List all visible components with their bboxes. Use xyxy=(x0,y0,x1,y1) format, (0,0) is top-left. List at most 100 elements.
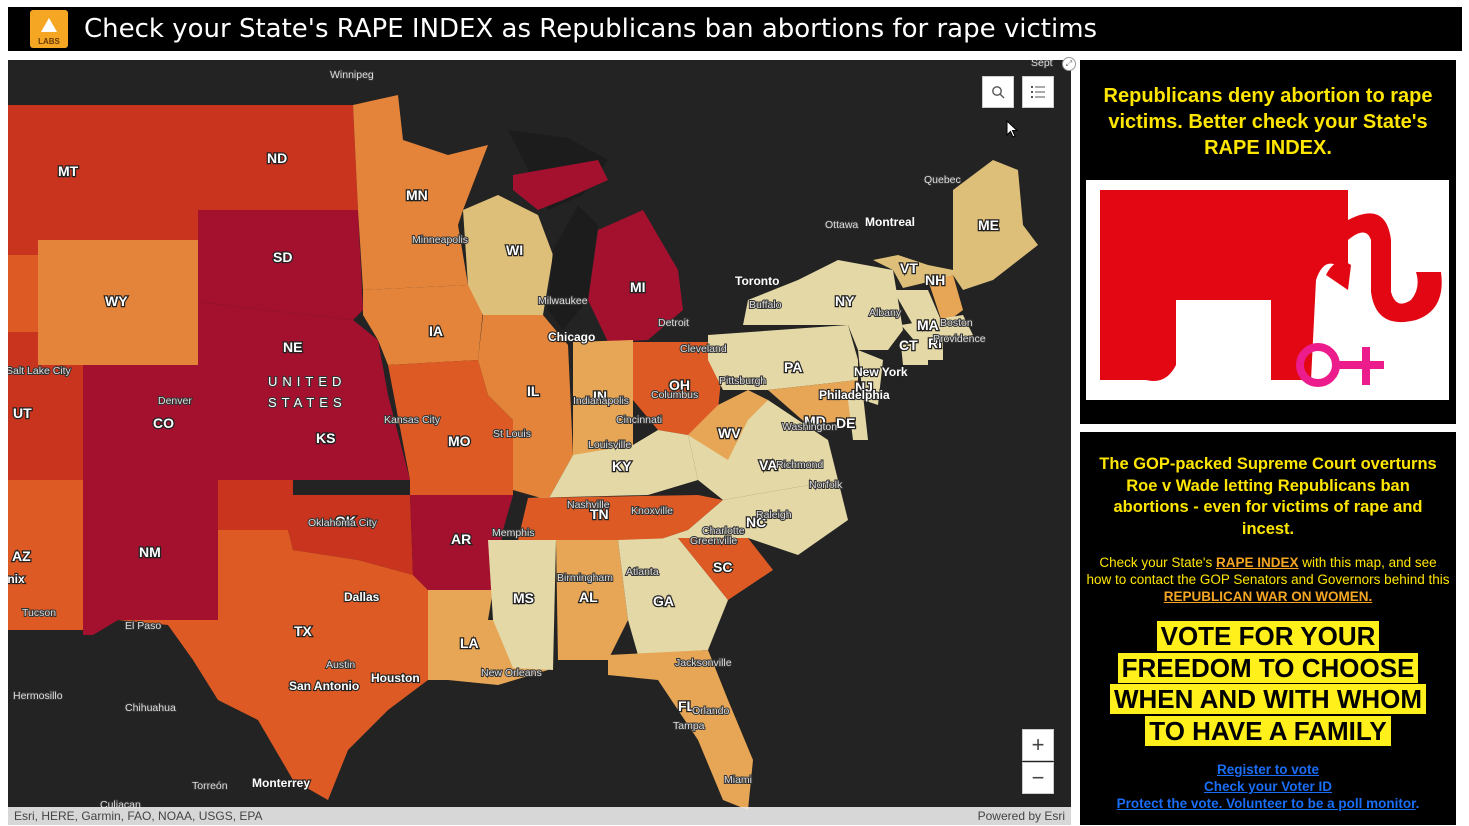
state-wi[interactable] xyxy=(463,195,553,315)
poll-monitor-link[interactable]: Protect the vote. Volunteer to be a poll… xyxy=(1116,796,1416,811)
states-layer[interactable]: MT ND SD WY NE CO UT KS NM AZ OK TX MN I… xyxy=(8,60,1071,825)
city-louisville: Louisville xyxy=(588,439,631,451)
map-view[interactable]: MT ND SD WY NE CO UT KS NM AZ OK TX MN I… xyxy=(8,60,1071,825)
state-vt[interactable] xyxy=(893,290,943,325)
label-sc: SC xyxy=(713,559,732,575)
zoom-in-button[interactable]: + xyxy=(1022,729,1054,761)
label-mi: MI xyxy=(630,279,646,295)
city-kansas-city: Kansas City xyxy=(384,414,441,426)
state-il[interactable] xyxy=(478,315,573,500)
state-de[interactable] xyxy=(848,395,868,440)
state-ma[interactable] xyxy=(901,315,973,345)
label-wy: WY xyxy=(105,293,128,309)
state-ny[interactable] xyxy=(743,260,903,350)
state-ga[interactable] xyxy=(618,538,728,655)
state-mi-up[interactable] xyxy=(513,160,608,210)
label-ok: OK xyxy=(335,513,356,529)
label-co: CO xyxy=(153,415,174,431)
logo-icon[interactable]: LABS xyxy=(30,10,68,48)
state-wy[interactable] xyxy=(38,240,198,365)
map-legend-button[interactable] xyxy=(1022,76,1054,108)
state-co[interactable] xyxy=(83,365,243,480)
city-toronto: Toronto xyxy=(735,274,779,288)
state-ar[interactable] xyxy=(410,495,513,590)
city-atlanta: Atlanta xyxy=(626,566,659,578)
city-quebec: Quebec xyxy=(924,174,961,186)
city-miami: Miami xyxy=(724,774,752,786)
city-sept: Sept xyxy=(1031,60,1053,69)
city-indianapolis: Indianapolis xyxy=(573,395,629,407)
label-il: IL xyxy=(527,383,540,399)
state-az[interactable] xyxy=(8,480,83,630)
state-ne[interactable] xyxy=(198,302,388,395)
state-tn[interactable] xyxy=(518,495,723,540)
state-ut[interactable] xyxy=(8,300,83,480)
info-panel-bottom: The GOP-packed Supreme Court overturns R… xyxy=(1080,432,1456,825)
state-mo[interactable] xyxy=(388,360,513,495)
search-icon xyxy=(992,86,1005,99)
label-ky: KY xyxy=(612,458,632,474)
state-mi[interactable] xyxy=(588,210,683,342)
city-birmingham: Birmingham xyxy=(557,572,613,584)
state-fl[interactable] xyxy=(608,650,753,810)
state-sc[interactable] xyxy=(678,538,773,600)
city-monterrey: Monterrey xyxy=(252,776,310,790)
map-search-button[interactable] xyxy=(982,76,1014,108)
attribution-text: Esri, HERE, Garmin, FAO, NOAA, USGS, EPA xyxy=(14,809,263,823)
label-nj: NJ xyxy=(855,379,873,395)
city-montreal: Montreal xyxy=(865,215,915,229)
city-greenville: Greenville xyxy=(690,535,737,547)
state-ia[interactable] xyxy=(363,285,483,365)
city-austin: Austin xyxy=(326,659,355,671)
state-nj[interactable] xyxy=(858,350,883,405)
state-ct[interactable] xyxy=(901,342,928,365)
state-ks[interactable] xyxy=(243,395,410,480)
register-to-vote-link[interactable]: Register to vote xyxy=(1216,762,1320,777)
state-wv[interactable] xyxy=(688,390,768,460)
city-pittsburgh: Pittsburgh xyxy=(719,375,766,387)
city-providence: Providence xyxy=(933,333,986,345)
state-mt[interactable] xyxy=(8,105,198,300)
state-me[interactable] xyxy=(953,160,1038,290)
state-tx[interactable] xyxy=(118,530,428,800)
check-voter-id-link[interactable]: Check your Voter ID xyxy=(1203,779,1333,794)
state-nh[interactable] xyxy=(928,275,963,325)
page-header: LABS Check your State's RAPE INDEX as Re… xyxy=(8,7,1462,51)
city-dallas: Dallas xyxy=(344,590,380,604)
label-de: DE xyxy=(836,415,855,431)
rape-index-link[interactable]: RAPE INDEX xyxy=(1216,555,1299,570)
label-nh: NH xyxy=(925,272,945,288)
state-in[interactable] xyxy=(573,340,633,465)
state-mn[interactable] xyxy=(353,95,488,290)
state-ny-north[interactable] xyxy=(873,255,953,288)
state-ky[interactable] xyxy=(528,430,698,500)
label-mo: MO xyxy=(448,433,471,449)
state-sd[interactable] xyxy=(198,210,363,320)
label-ar: AR xyxy=(451,531,471,547)
state-id[interactable] xyxy=(8,255,38,332)
state-ms[interactable] xyxy=(488,540,556,670)
body-text-pre: Check your State's xyxy=(1099,555,1217,570)
zoom-out-button[interactable]: − xyxy=(1022,762,1054,794)
state-nc[interactable] xyxy=(658,480,848,555)
gop-elephant-icon xyxy=(1100,190,1442,387)
city-tampa: Tampa xyxy=(673,720,705,732)
state-nd[interactable] xyxy=(198,105,358,210)
state-pa[interactable] xyxy=(708,325,858,390)
war-on-women-link[interactable]: REPUBLICAN WAR ON WOMEN. xyxy=(1163,589,1373,604)
state-oh[interactable] xyxy=(633,342,723,435)
label-ri: RI xyxy=(928,335,942,351)
state-ok[interactable] xyxy=(218,480,413,575)
state-al[interactable] xyxy=(556,540,628,660)
city-tucson: Tucson xyxy=(22,607,56,619)
state-nm[interactable] xyxy=(83,480,218,635)
city-buffalo: Buffalo xyxy=(749,299,782,311)
state-ri[interactable] xyxy=(928,340,943,360)
expand-icon[interactable]: ⤢ xyxy=(1062,57,1076,71)
city-el-paso: El Paso xyxy=(125,620,161,632)
powered-by-text[interactable]: Powered by Esri xyxy=(977,809,1065,823)
state-md[interactable] xyxy=(768,380,858,425)
label-wi: WI xyxy=(506,242,523,258)
label-wv: WV xyxy=(718,425,741,441)
label-ms: MS xyxy=(513,590,534,606)
